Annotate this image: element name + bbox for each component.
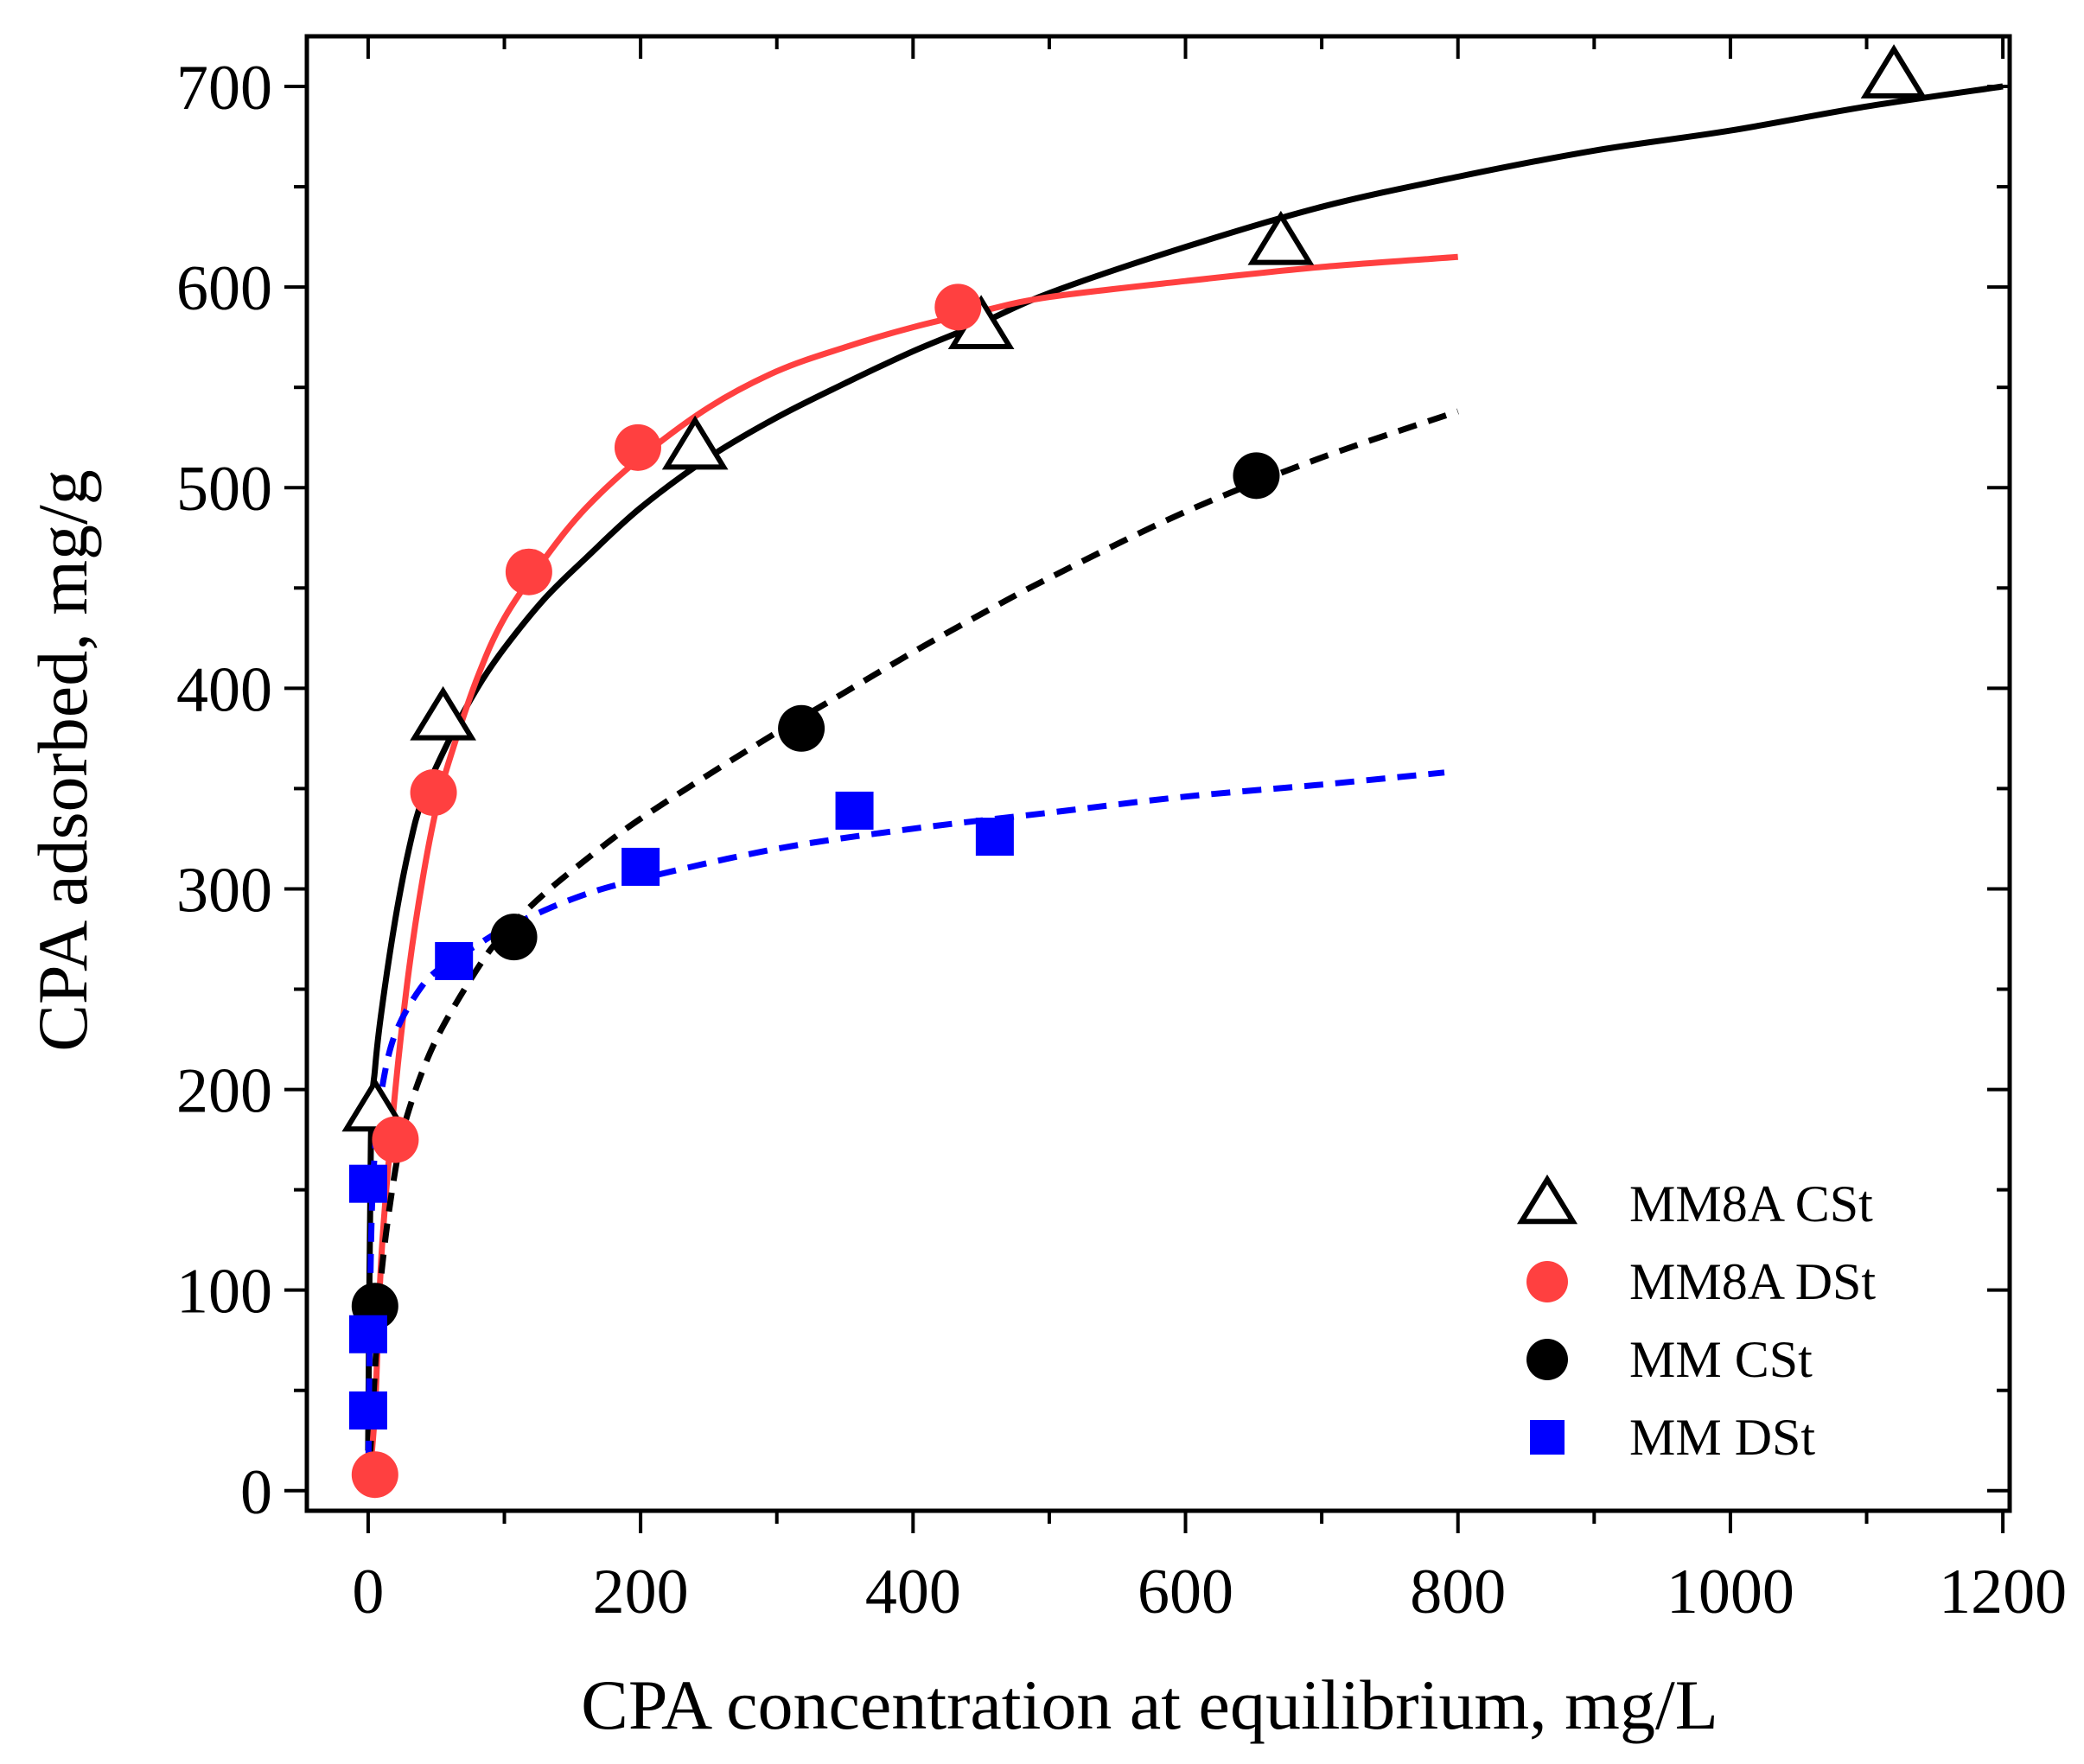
legend-item-mm-cst: MM CSt bbox=[1526, 1331, 1813, 1388]
tick-labels: 0 200 400 600 800 1000 1200 0 100 200 300 400 500 600… bbox=[176, 53, 2067, 1627]
x-tick-label: 0 bbox=[352, 1557, 384, 1627]
legend-item-mm-dst: MM DSt bbox=[1530, 1409, 1815, 1466]
fit-curves bbox=[365, 83, 2004, 1492]
legend-label: MM DSt bbox=[1629, 1409, 1815, 1466]
legend: MM8A CSt MM8A DSt MM CSt MM DSt bbox=[1516, 1174, 1876, 1466]
mm-dst-point bbox=[348, 1315, 387, 1353]
legend-item-mm8a-dst: MM8A DSt bbox=[1526, 1253, 1876, 1310]
legend-marker bbox=[1526, 1261, 1568, 1302]
mm8a-dst-fit-curve bbox=[365, 253, 1458, 1492]
y-tick-label: 100 bbox=[176, 1257, 272, 1328]
legend-label: MM8A DSt bbox=[1629, 1253, 1876, 1310]
y-tick-label: 600 bbox=[176, 253, 272, 324]
x-tick-label: 400 bbox=[865, 1557, 961, 1627]
mm8a-cst-fit-curve bbox=[365, 83, 2004, 1451]
x-tick-label: 1000 bbox=[1667, 1557, 1794, 1627]
data-markers bbox=[341, 44, 1928, 1499]
mm8a-dst-point bbox=[410, 769, 457, 817]
legend-marker bbox=[1526, 1339, 1568, 1380]
mm-dst-point bbox=[348, 1391, 387, 1430]
x-axis-title: CPA concentration at equilibrium, mg/L bbox=[581, 1665, 1718, 1744]
mm8a-cst-point bbox=[410, 685, 476, 741]
mm-dst-fit-curve bbox=[365, 769, 1445, 1491]
y-axis-title: CPA adsorbed, mg/g bbox=[23, 469, 102, 1052]
y-tick-label: 300 bbox=[176, 855, 272, 926]
y-tick-label: 700 bbox=[176, 53, 272, 124]
legend-label: MM8A CSt bbox=[1629, 1175, 1873, 1232]
mm8a-cst-point bbox=[1860, 44, 1928, 99]
legend-label: MM CSt bbox=[1629, 1331, 1813, 1388]
legend-marker bbox=[1516, 1174, 1578, 1225]
mm-cst-point bbox=[778, 704, 825, 752]
mm-dst-point bbox=[975, 818, 1014, 857]
mm-cst-point bbox=[490, 914, 538, 961]
mm8a-dst-point bbox=[614, 423, 661, 471]
mm8a-dst-point bbox=[934, 283, 982, 331]
mm8a-dst-point bbox=[351, 1451, 398, 1499]
mm8a-cst-point bbox=[1247, 210, 1315, 265]
mm-dst-point bbox=[348, 1164, 387, 1203]
x-tick-label: 200 bbox=[593, 1557, 689, 1627]
x-tick-label: 1200 bbox=[1939, 1557, 2067, 1627]
legend-marker bbox=[1530, 1420, 1565, 1455]
y-tick-label: 0 bbox=[240, 1457, 272, 1528]
mm-dst-point bbox=[835, 791, 874, 830]
mm-dst-point bbox=[621, 847, 660, 886]
y-tick-label: 200 bbox=[176, 1056, 272, 1127]
x-tick-label: 800 bbox=[1410, 1557, 1506, 1627]
mm-cst-fit-curve bbox=[365, 408, 1459, 1491]
plot-frame bbox=[304, 34, 2012, 1513]
mm-dst-point bbox=[435, 942, 474, 981]
mm8a-dst-point bbox=[505, 548, 552, 595]
mm-cst-point bbox=[1233, 452, 1280, 500]
mm8a-dst-point bbox=[372, 1116, 419, 1163]
y-tick-label: 400 bbox=[176, 654, 272, 725]
legend-item-mm8a-cst: MM8A CSt bbox=[1516, 1174, 1873, 1232]
x-tick-label: 600 bbox=[1138, 1557, 1233, 1627]
y-tick-label: 500 bbox=[176, 454, 272, 525]
mm8a-cst-point bbox=[661, 415, 729, 470]
